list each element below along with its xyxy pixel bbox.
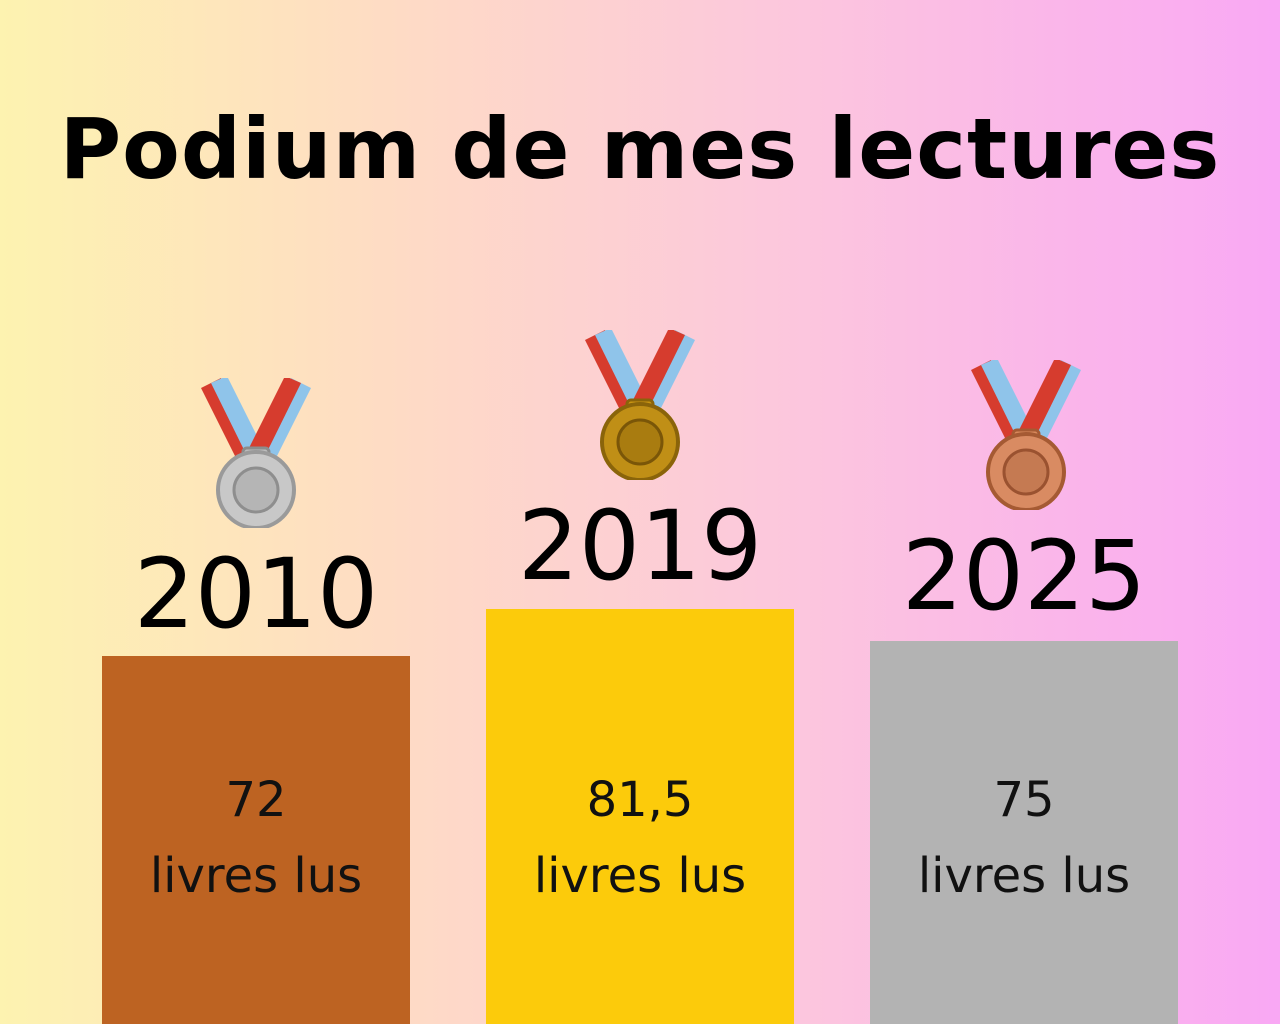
bar-label-2019: 81,5 livres lus: [486, 762, 794, 914]
year-label-2025: 2025: [901, 520, 1147, 632]
bar-unit-2019: livres lus: [533, 848, 747, 904]
bar-2010: [102, 656, 410, 1024]
bar-label-2010: 72 livres lus: [102, 762, 410, 914]
bronze-medal-icon: [971, 360, 1081, 510]
chart-title: Podium de mes lectures: [59, 100, 1221, 198]
bar-label-2025: 75 livres lus: [870, 762, 1178, 914]
year-label-2019: 2019: [517, 490, 763, 602]
bar-unit-2010: livres lus: [149, 848, 363, 904]
bar-2019: [486, 609, 794, 1024]
bar-value-2010: 72: [225, 772, 287, 828]
bar-value-2019: 81,5: [586, 772, 694, 828]
silver-medal-icon: [201, 378, 311, 528]
bar-unit-2025: livres lus: [917, 848, 1131, 904]
gold-medal-icon: [585, 330, 695, 480]
bar-value-2025: 75: [993, 772, 1055, 828]
year-label-2010: 2010: [133, 538, 379, 650]
bar-2025: [870, 641, 1178, 1024]
